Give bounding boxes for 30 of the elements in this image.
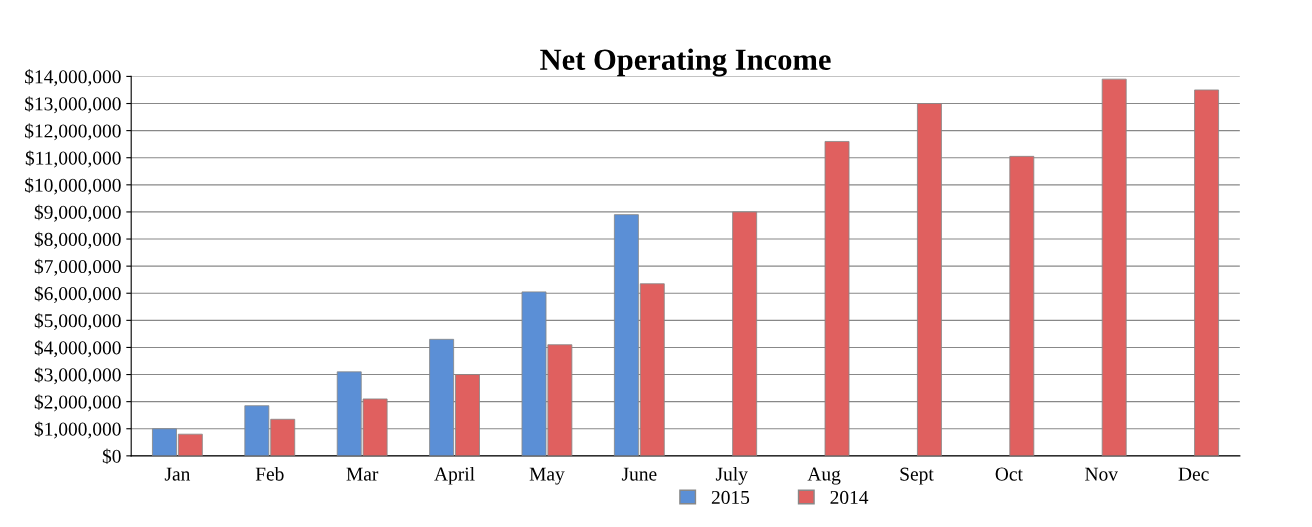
y-tick-label: $13,000,000 (25, 96, 121, 114)
legend-label: 2015 (711, 490, 750, 504)
y-tick-label: $14,000,000 (25, 69, 121, 87)
x-tick-label: Jan (164, 467, 191, 481)
y-tick-label: $5,000,000 (34, 313, 121, 331)
y-tick-label: $2,000,000 (34, 394, 121, 412)
y-tick-label: $1,000,000 (34, 421, 121, 439)
x-tick-label: Sept (900, 467, 934, 485)
y-tick-label: $4,000,000 (34, 340, 121, 358)
x-tick-label: Aug (807, 467, 841, 485)
x-tick-label: Nov (1085, 467, 1118, 481)
chart-title: Net Operating Income (540, 48, 831, 77)
x-tick-label: Dec (1178, 467, 1209, 481)
y-tick-label: $9,000,000 (34, 204, 121, 222)
x-tick-label: July (715, 466, 748, 485)
y-tick-label: $6,000,000 (34, 285, 121, 303)
x-tick-label: Mar (346, 467, 379, 481)
y-tick-label: $8,000,000 (34, 231, 121, 249)
y-tick-label: $11,000,000 (25, 150, 121, 168)
y-tick-label: $12,000,000 (25, 123, 121, 141)
x-tick-label: June (621, 467, 657, 481)
y-tick-label: $7,000,000 (34, 258, 121, 276)
x-tick-label: April (434, 466, 475, 485)
x-tick-label: Feb (255, 466, 284, 481)
legend-label: 2014 (830, 490, 869, 504)
x-tick-label: May (529, 467, 565, 485)
y-tick-label: $0 (102, 448, 121, 465)
x-tick-label: Oct (995, 467, 1023, 481)
y-tick-label: $3,000,000 (34, 367, 121, 385)
y-tick-label: $10,000,000 (25, 177, 121, 195)
